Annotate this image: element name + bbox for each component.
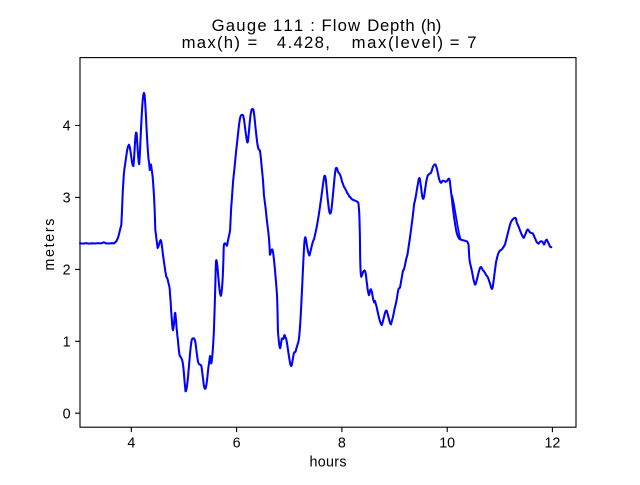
svg-text:0: 0: [63, 406, 71, 422]
svg-text:=: =: [248, 33, 258, 52]
svg-text:Flow: Flow: [322, 16, 361, 35]
svg-text:Depth: Depth: [367, 16, 415, 35]
svg-text:3: 3: [63, 191, 71, 207]
svg-text:10: 10: [439, 436, 455, 452]
svg-text:max(level): max(level): [352, 33, 444, 52]
svg-text:1: 1: [63, 335, 71, 351]
svg-text:7: 7: [467, 33, 476, 52]
svg-text:8: 8: [338, 436, 346, 452]
svg-text:4: 4: [63, 119, 71, 135]
svg-text:4: 4: [127, 436, 135, 452]
svg-text:(h): (h): [421, 16, 441, 35]
svg-text:111: 111: [273, 16, 303, 35]
svg-text:2: 2: [63, 263, 71, 279]
svg-text:Gauge: Gauge: [212, 16, 267, 35]
svg-text::: :: [310, 16, 315, 35]
svg-text:4.428,: 4.428,: [277, 33, 330, 52]
svg-text:hours: hours: [310, 454, 347, 470]
svg-text:=: =: [450, 33, 460, 52]
svg-text:6: 6: [233, 436, 241, 452]
svg-text:meters: meters: [42, 219, 58, 271]
svg-text:max(h): max(h): [182, 33, 240, 52]
svg-text:12: 12: [544, 436, 560, 452]
